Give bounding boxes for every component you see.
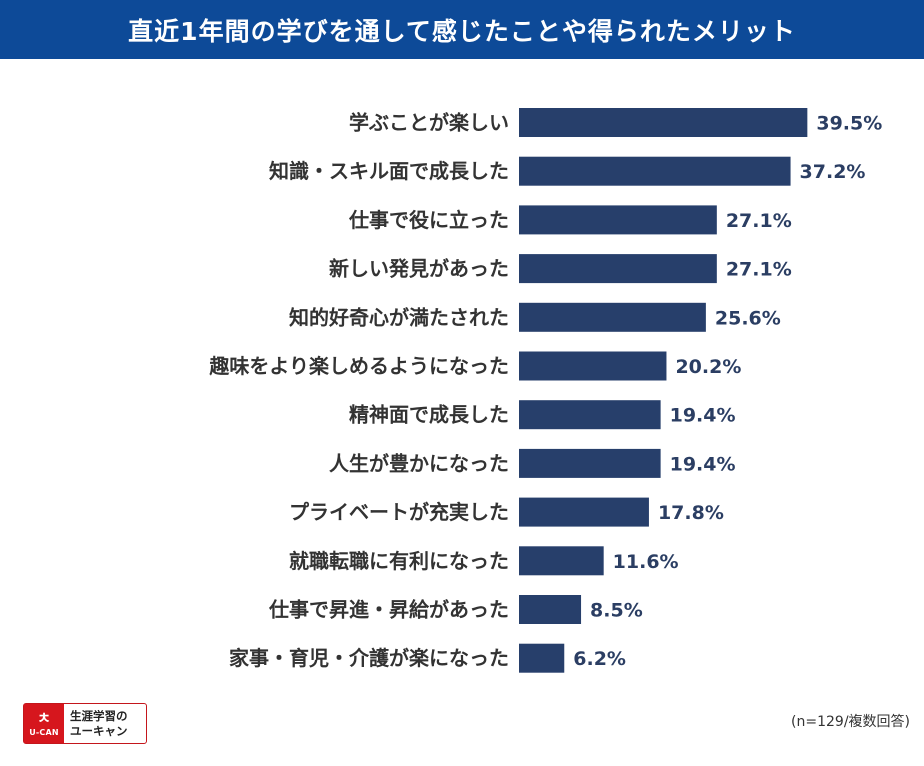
value-label-0: 39.5%: [816, 113, 882, 135]
logo-line1: 生涯学習の: [70, 708, 128, 723]
value-label-1: 37.2%: [800, 161, 866, 183]
category-label-7: 人生が豊かになった: [329, 451, 509, 475]
bar-1: [519, 156, 791, 186]
bar-3: [519, 254, 717, 284]
bar-9: [519, 546, 604, 576]
category-label-2: 仕事で役に立った: [348, 208, 509, 232]
bar-6: [519, 400, 661, 430]
value-label-3: 27.1%: [726, 259, 792, 281]
value-label-6: 19.4%: [670, 405, 736, 427]
ucan-symbol-icon: ㅊ: [37, 708, 51, 727]
value-label-2: 27.1%: [726, 210, 792, 232]
bar-5: [519, 351, 667, 381]
logo-line2: ユーキャン: [70, 723, 128, 738]
value-label-10: 8.5%: [590, 600, 643, 622]
value-label-8: 17.8%: [658, 502, 724, 524]
bar-7: [519, 448, 661, 478]
category-label-1: 知識・スキル面で成長した: [269, 159, 509, 183]
category-label-6: 精神面で成長した: [349, 403, 509, 427]
sample-note: (n=129/複数回答): [791, 714, 910, 730]
value-label-7: 19.4%: [670, 453, 736, 475]
category-label-10: 仕事で昇進・昇給があった: [268, 598, 509, 622]
ucan-mark-text: U-CAN: [29, 727, 59, 737]
value-label-5: 20.2%: [675, 356, 741, 378]
chart-title: 直近1年間の学びを通して感じたことや得られたメリット: [128, 16, 796, 46]
bar-10: [519, 595, 582, 624]
value-label-4: 25.6%: [715, 307, 781, 329]
category-label-0: 学ぶことが楽しい: [349, 111, 509, 135]
category-label-5: 趣味をより楽しめるようになった: [208, 354, 509, 378]
category-label-3: 新しい発見があった: [329, 257, 509, 281]
bar-11: [519, 643, 565, 673]
bar-0: [519, 108, 808, 137]
ucan-logo-mark: ㅊ U-CAN: [24, 704, 64, 743]
category-label-8: プライベートが充実した: [289, 500, 509, 524]
value-label-11: 6.2%: [573, 648, 626, 670]
ucan-logo: ㅊ U-CAN 生涯学習の ユーキャン: [23, 703, 147, 744]
category-label-9: 就職転職に有利になった: [289, 549, 509, 573]
value-label-9: 11.6%: [613, 551, 679, 573]
bar-8: [519, 497, 649, 527]
chart-title-banner: 直近1年間の学びを通して感じたことや得られたメリット: [0, 0, 924, 59]
bar-2: [519, 205, 717, 235]
category-label-4: 知的好奇心が満たされた: [289, 305, 509, 329]
bar-4: [519, 302, 706, 332]
ucan-logo-text: 生涯学習の ユーキャン: [64, 704, 146, 743]
category-label-11: 家事・育児・介護が楽になった: [229, 646, 509, 670]
